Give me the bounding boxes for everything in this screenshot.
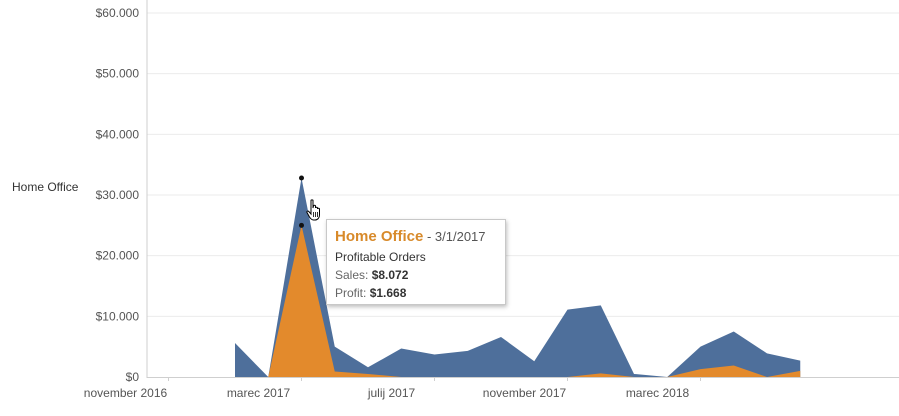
hover-marker-profit xyxy=(299,222,304,228)
y-tick-label: $20.000 xyxy=(96,249,140,263)
y-tick-label: $60.000 xyxy=(96,6,140,20)
y-axis-ticks: $0 $10.000 $20.000 $30.000 $40.000 $50.000 $60… xyxy=(96,6,140,384)
x-tick-label: november 2017 xyxy=(483,386,567,400)
tooltip-sales-value: $8.072 xyxy=(371,268,409,282)
x-tick-label: marec 2017 xyxy=(227,386,291,400)
tooltip-header: Home Office - 3/1/2017 xyxy=(335,228,497,246)
hand-pointer-icon xyxy=(306,199,320,221)
tooltip-profit-row: Profit: $1.668 xyxy=(335,286,497,300)
tooltip-sales-row: Sales: $8.072 xyxy=(335,268,497,282)
gridlines xyxy=(147,12,899,317)
tooltip-subtitle: Profitable Orders xyxy=(335,250,426,264)
y-tick-label: $0 xyxy=(126,370,140,384)
x-tick-label: marec 2018 xyxy=(626,386,690,400)
y-tick-label: $40.000 xyxy=(96,127,140,141)
hover-marker-sales xyxy=(299,175,304,181)
y-tick-label: $30.000 xyxy=(96,188,140,202)
x-axis-ticks: november 2016 marec 2017 julij 2017 novembe… xyxy=(84,377,701,400)
tooltip-profit-label: Profit: xyxy=(335,286,367,300)
y-tick-label: $50.000 xyxy=(96,67,140,81)
tooltip: Home Office - 3/1/2017 Profitable Orders… xyxy=(326,219,506,305)
y-tick-label: $10.000 xyxy=(96,309,140,323)
chart-areas xyxy=(235,178,801,377)
x-tick-label: julij 2017 xyxy=(367,386,416,400)
hover-markers xyxy=(299,175,304,228)
x-tick-label: november 2016 xyxy=(84,386,168,400)
tooltip-title: Home Office xyxy=(335,228,424,245)
profit-area[interactable] xyxy=(235,225,801,377)
tooltip-profit-value: $1.668 xyxy=(369,286,407,300)
row-label: Home Office xyxy=(12,180,79,194)
tooltip-sales-label: Sales: xyxy=(335,268,369,282)
tooltip-date: - 3/1/2017 xyxy=(423,229,486,244)
